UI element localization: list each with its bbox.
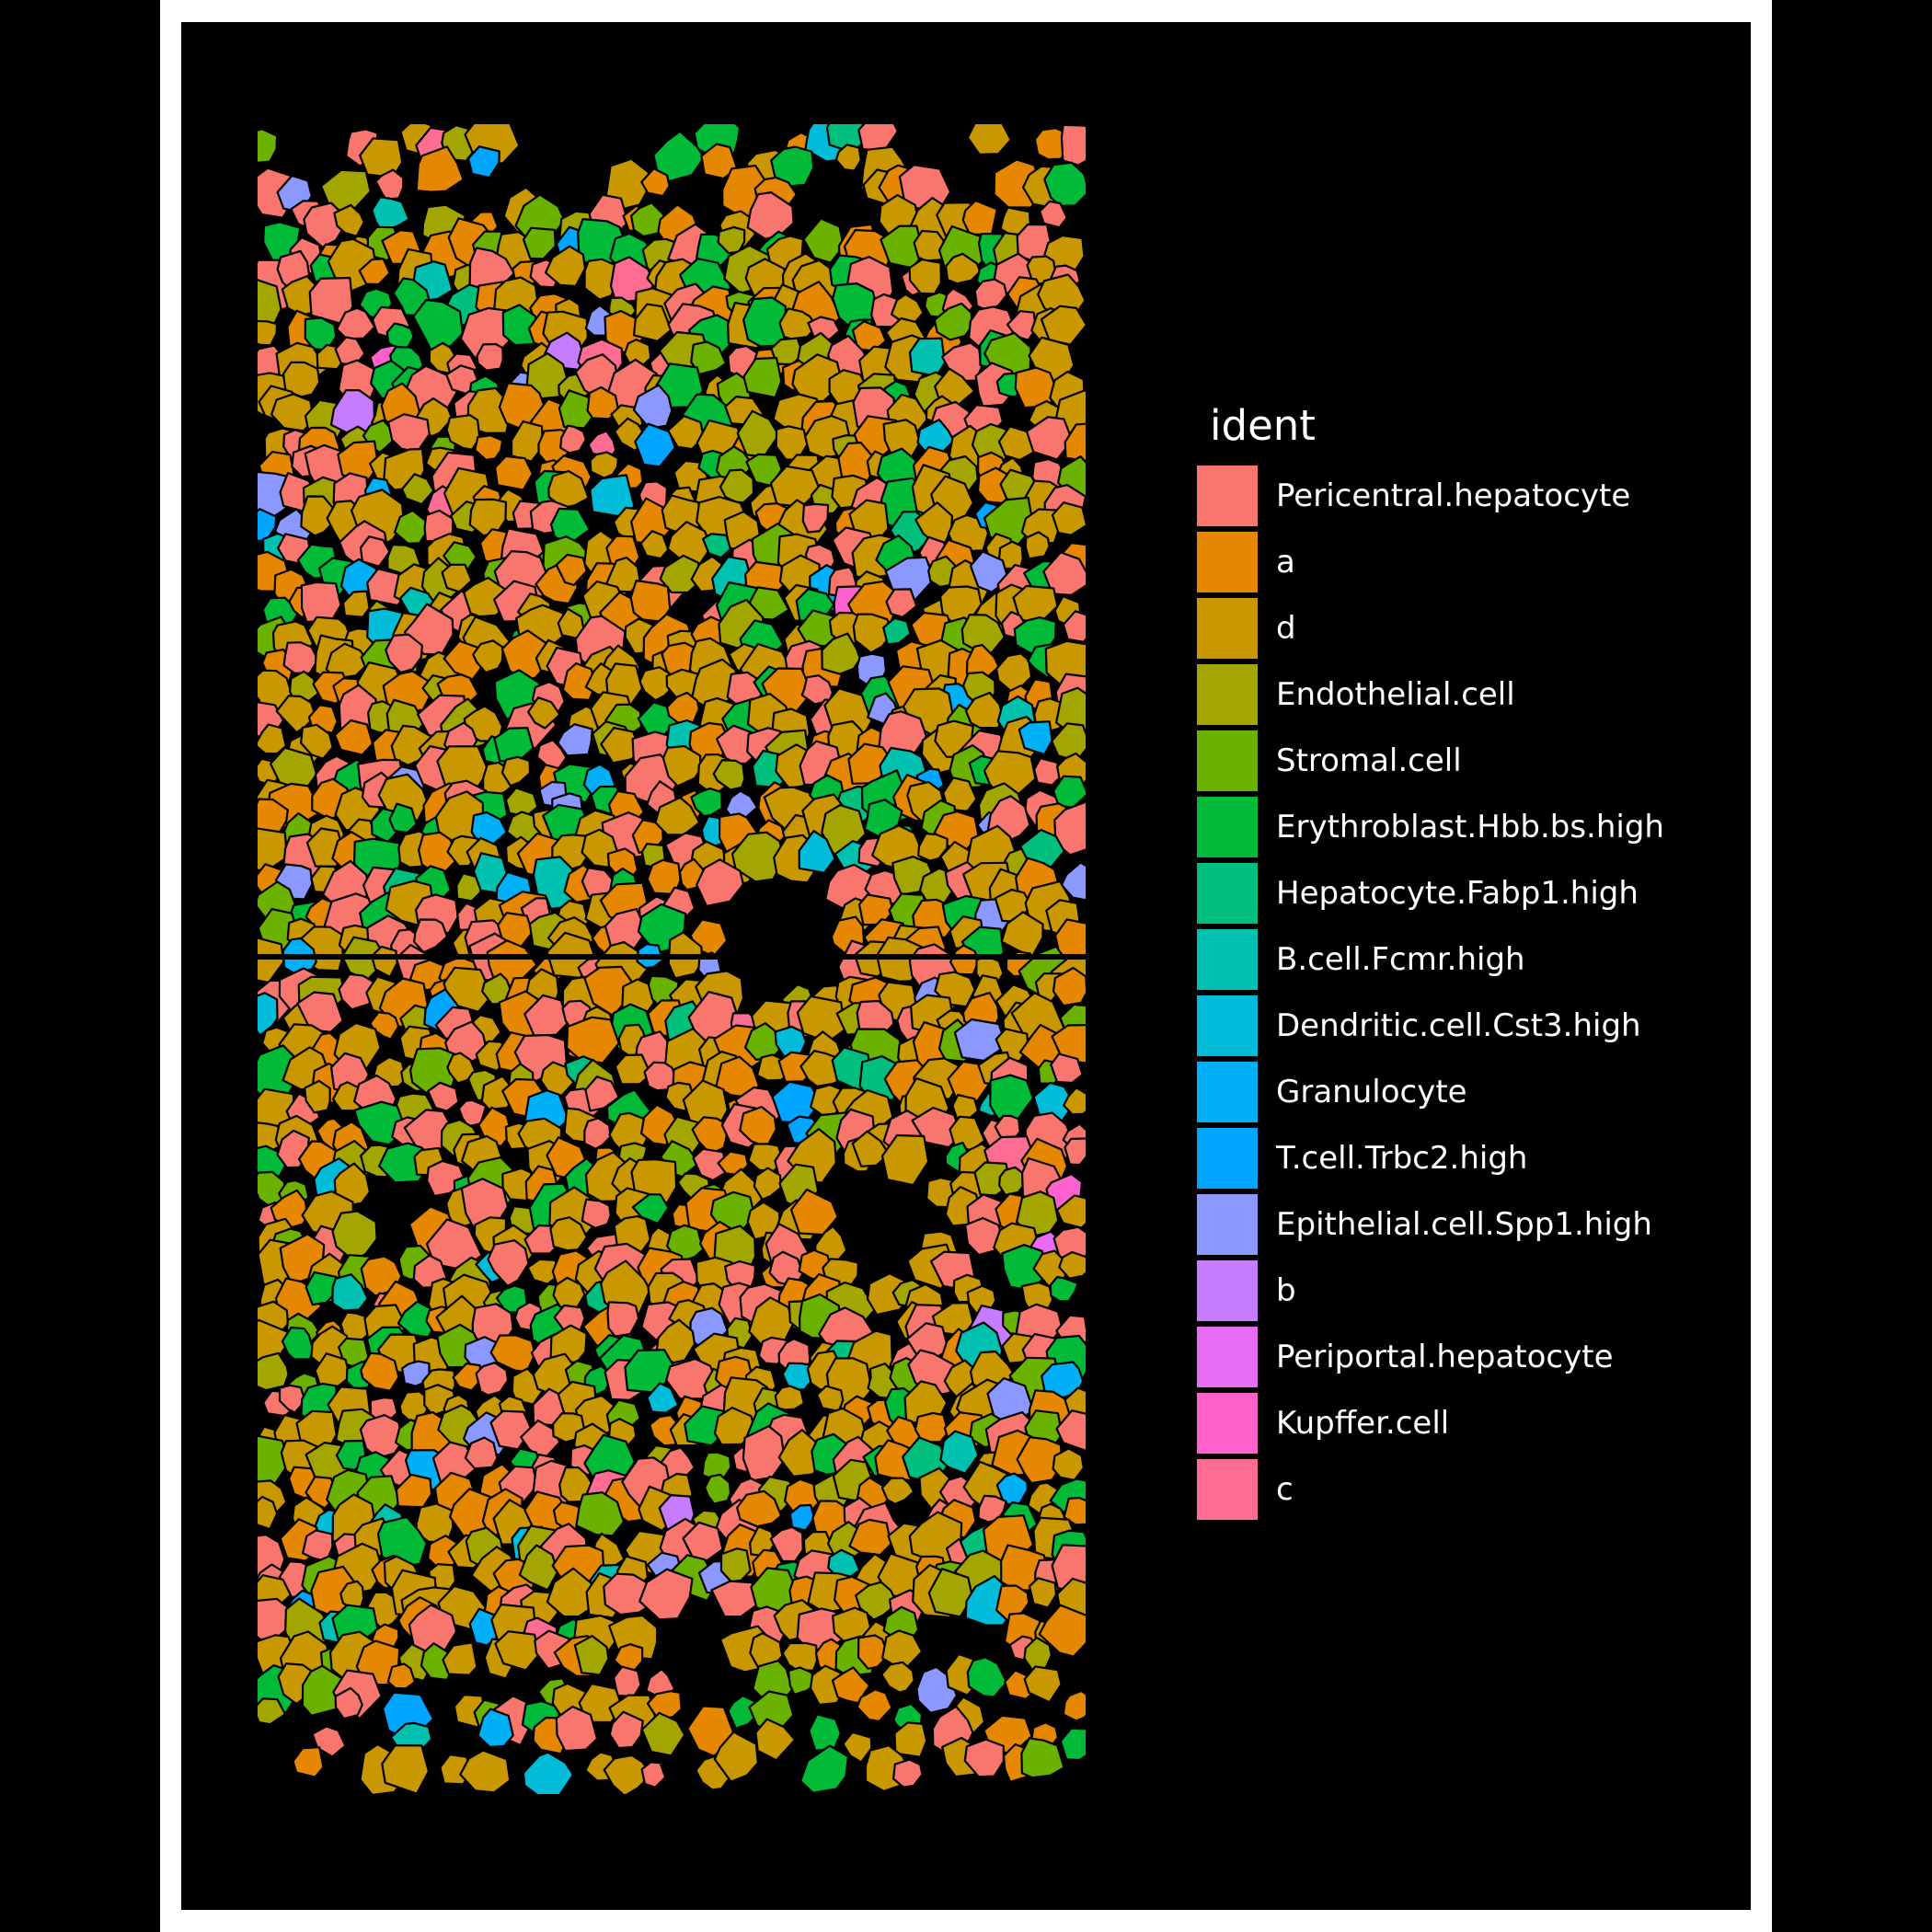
cell-polygons — [258, 124, 1086, 1794]
legend-key — [1197, 1260, 1258, 1321]
legend-item: Granulocyte — [1196, 1059, 1664, 1125]
legend: ident Pericentral.hepatocyte a d Endothelia… — [1196, 405, 1664, 1523]
legend-item: Stromal.cell — [1196, 728, 1664, 794]
legend-label: Granulocyte — [1276, 1074, 1467, 1110]
legend-item: Pericentral.hepatocyte — [1196, 463, 1664, 529]
cell-segmentation-image — [258, 124, 1086, 1794]
legend-key — [1197, 532, 1258, 592]
cell-group — [258, 124, 1086, 1794]
legend-label: B.cell.Fcmr.high — [1276, 941, 1525, 978]
legend-label: Erythroblast.Hbb.bs.high — [1276, 809, 1664, 845]
legend-label: Pericentral.hepatocyte — [1276, 477, 1631, 514]
legend-item: T.cell.Trbc2.high — [1196, 1125, 1664, 1191]
legend-label: Periportal.hepatocyte — [1276, 1339, 1614, 1375]
legend-label: Kupffer.cell — [1276, 1405, 1450, 1442]
legend-key — [1197, 1194, 1258, 1255]
legend-key — [1197, 466, 1258, 526]
legend-key — [1197, 1327, 1258, 1387]
legend-key — [1197, 929, 1258, 990]
legend-label: d — [1276, 610, 1296, 647]
legend-label: Dendritic.cell.Cst3.high — [1276, 1007, 1641, 1044]
legend-key — [1197, 1128, 1258, 1189]
legend-item: Erythroblast.Hbb.bs.high — [1196, 794, 1664, 860]
legend-label: Stromal.cell — [1276, 742, 1462, 779]
legend-label: Hepatocyte.Fabp1.high — [1276, 875, 1639, 912]
legend-key — [1197, 1459, 1258, 1520]
legend-key — [1197, 664, 1258, 725]
legend-item: d — [1196, 595, 1664, 661]
legend-label: Epithelial.cell.Spp1.high — [1276, 1206, 1652, 1243]
tile-seam — [258, 954, 1086, 960]
legend-label: b — [1276, 1272, 1296, 1309]
legend-item: Hepatocyte.Fabp1.high — [1196, 860, 1664, 926]
legend-items: Pericentral.hepatocyte a d Endothelial.cell… — [1196, 463, 1664, 1523]
legend-title: ident — [1210, 401, 1316, 450]
legend-key — [1197, 863, 1258, 924]
legend-label: a — [1276, 544, 1295, 581]
legend-label: Endothelial.cell — [1276, 676, 1515, 713]
legend-item: c — [1196, 1456, 1664, 1523]
legend-key — [1197, 995, 1258, 1056]
legend-key — [1197, 797, 1258, 857]
legend-item: b — [1196, 1258, 1664, 1324]
legend-item: B.cell.Fcmr.high — [1196, 926, 1664, 993]
legend-key — [1197, 730, 1258, 791]
legend-key — [1197, 598, 1258, 659]
legend-item: Kupffer.cell — [1196, 1390, 1664, 1456]
legend-label: c — [1276, 1471, 1294, 1508]
legend-item: Dendritic.cell.Cst3.high — [1196, 993, 1664, 1059]
legend-item: Epithelial.cell.Spp1.high — [1196, 1191, 1664, 1258]
legend-item: Endothelial.cell — [1196, 661, 1664, 728]
legend-label: T.cell.Trbc2.high — [1276, 1140, 1528, 1177]
legend-key — [1197, 1393, 1258, 1454]
legend-item: a — [1196, 529, 1664, 595]
legend-item: Periportal.hepatocyte — [1196, 1324, 1664, 1390]
legend-key — [1197, 1062, 1258, 1122]
